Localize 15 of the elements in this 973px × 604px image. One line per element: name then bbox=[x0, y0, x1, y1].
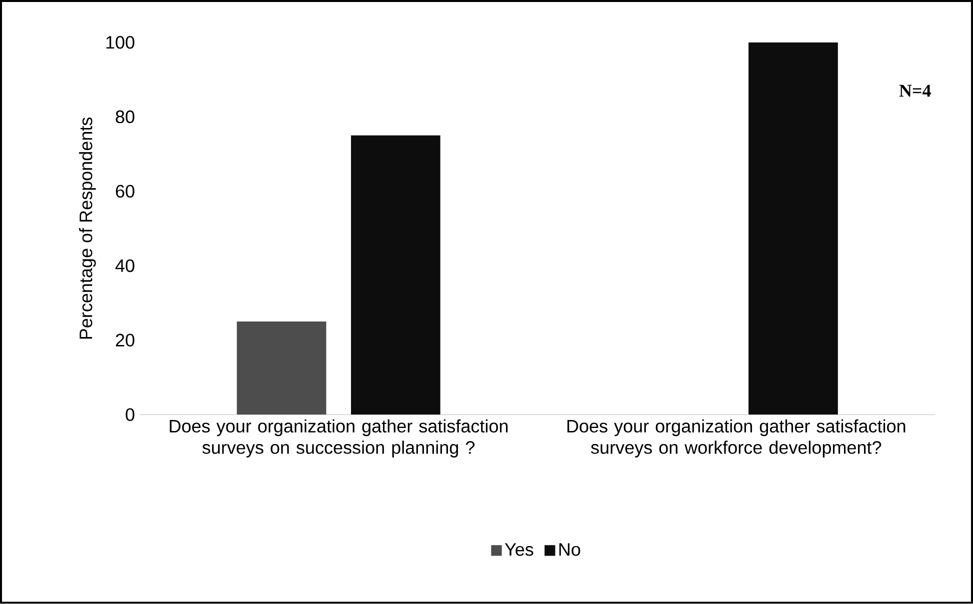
legend-label: Yes bbox=[504, 543, 534, 556]
bar bbox=[350, 136, 440, 415]
y-tick-label: 40 bbox=[115, 259, 134, 272]
y-tick-label: 100 bbox=[106, 36, 134, 49]
legend-label: No bbox=[559, 543, 580, 556]
annotation: N=4 bbox=[899, 84, 931, 97]
x-tick-label: Does your organization gather satisfaction surveys on workforce development? bbox=[567, 419, 906, 458]
y-tick-label: 60 bbox=[116, 185, 134, 198]
bar bbox=[236, 322, 326, 415]
y-axis-title: Percentage of Respondents bbox=[79, 118, 96, 339]
y-tick-label: 80 bbox=[116, 110, 134, 124]
y-tick-label: 0 bbox=[126, 408, 134, 422]
x-tick-label: Does your organization gather satisfaction surveys on succession planning ? bbox=[170, 419, 508, 458]
bar bbox=[748, 42, 838, 415]
y-tick-label: 20 bbox=[116, 334, 134, 347]
